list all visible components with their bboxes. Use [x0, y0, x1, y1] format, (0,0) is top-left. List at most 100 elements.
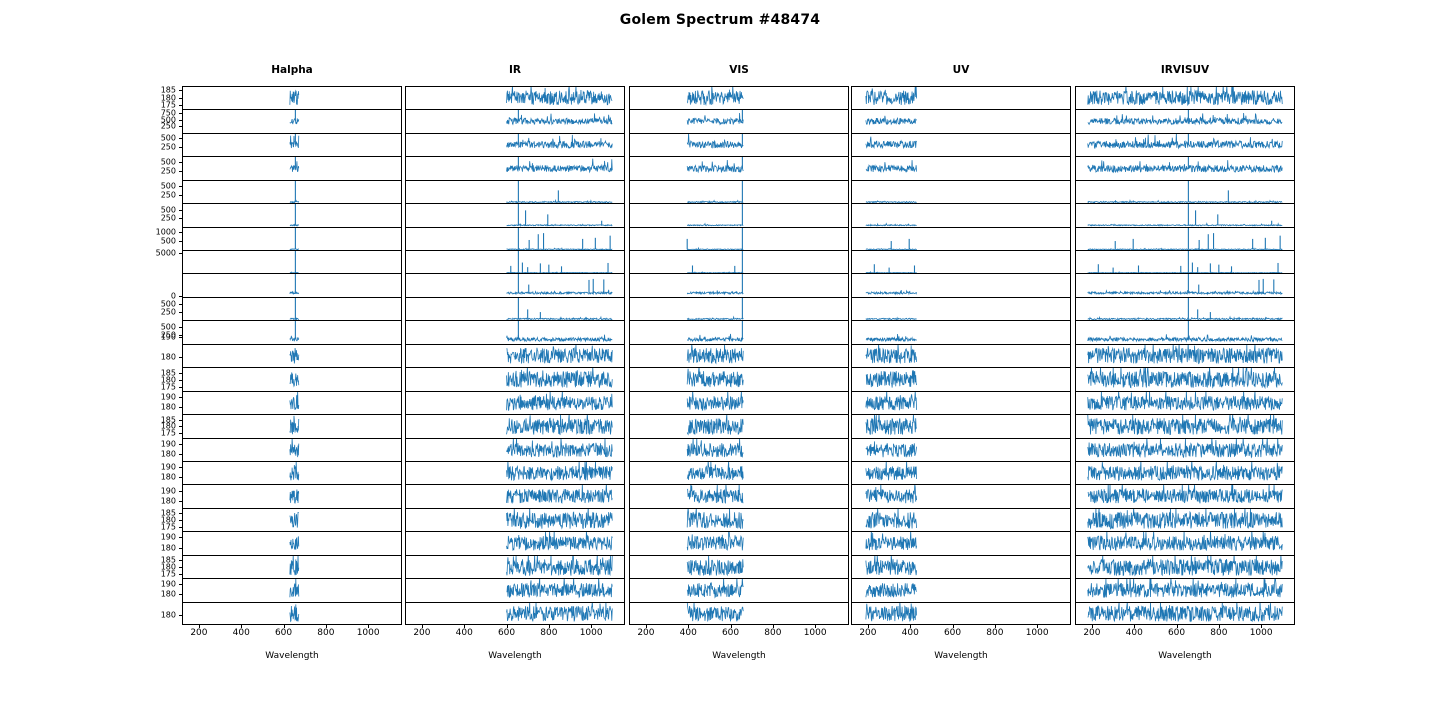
spectrum-cell[interactable]: [629, 460, 849, 484]
spectrum-cell[interactable]: [1075, 297, 1295, 321]
spectrum-cell[interactable]: [629, 601, 849, 625]
spectrum-cell[interactable]: [182, 133, 402, 156]
spectrum-cell[interactable]: [629, 180, 849, 204]
spectrum-cell[interactable]: [182, 250, 402, 274]
spectrum-cell[interactable]: [405, 414, 625, 437]
spectrum-cell[interactable]: [851, 320, 1071, 343]
spectrum-cell[interactable]: [851, 507, 1071, 531]
spectrum-cell[interactable]: [182, 414, 402, 437]
spectrum-cell[interactable]: [405, 86, 625, 109]
spectrum-cell[interactable]: [405, 437, 625, 461]
spectrum-cell[interactable]: [405, 203, 625, 227]
spectrum-cell[interactable]: [1075, 507, 1295, 531]
spectrum-cell[interactable]: [1075, 343, 1295, 367]
spectrum-cell[interactable]: [405, 250, 625, 274]
spectrum-cell[interactable]: [629, 554, 849, 578]
spectrum-cell[interactable]: [851, 484, 1071, 507]
spectrum-cell[interactable]: [1075, 601, 1295, 625]
spectrum-cell[interactable]: [851, 601, 1071, 625]
spectrum-cell[interactable]: [405, 343, 625, 367]
spectrum-cell[interactable]: [851, 227, 1071, 251]
spectrum-cell[interactable]: [851, 367, 1071, 390]
spectrum-cell[interactable]: [629, 109, 849, 132]
spectrum-cell[interactable]: [1075, 320, 1295, 344]
spectrum-cell[interactable]: [405, 109, 625, 132]
spectrum-cell[interactable]: [1075, 437, 1295, 461]
spectrum-cell[interactable]: [405, 390, 625, 414]
spectrum-cell[interactable]: [629, 437, 849, 461]
spectrum-cell[interactable]: [182, 390, 402, 414]
spectrum-cell[interactable]: [1075, 133, 1295, 156]
spectrum-cell[interactable]: [629, 226, 849, 251]
spectrum-cell[interactable]: [851, 343, 1071, 367]
spectrum-cell[interactable]: [182, 180, 402, 204]
spectrum-cell[interactable]: [1075, 460, 1295, 484]
spectrum-cell[interactable]: [182, 578, 402, 601]
spectrum-cell[interactable]: [1075, 226, 1295, 251]
spectrum-cell[interactable]: [629, 156, 849, 179]
spectrum-cell[interactable]: [851, 531, 1071, 554]
spectrum-cell[interactable]: [629, 203, 849, 227]
spectrum-cell[interactable]: [1075, 390, 1295, 414]
spectrum-cell[interactable]: [405, 531, 625, 554]
spectrum-cell[interactable]: [851, 250, 1071, 274]
spectrum-cell[interactable]: [851, 156, 1071, 179]
spectrum-cell[interactable]: [405, 578, 625, 601]
spectrum-cell[interactable]: [629, 86, 849, 109]
spectrum-cell[interactable]: [1075, 414, 1295, 437]
spectrum-cell[interactable]: [405, 180, 625, 204]
spectrum-cell[interactable]: [851, 297, 1071, 321]
spectrum-cell[interactable]: [851, 390, 1071, 414]
spectrum-cell[interactable]: [1075, 180, 1295, 204]
spectrum-cell[interactable]: [851, 578, 1071, 601]
spectrum-cell[interactable]: [1075, 203, 1295, 227]
spectrum-cell[interactable]: [851, 460, 1071, 484]
spectrum-cell[interactable]: [405, 507, 625, 531]
spectrum-cell[interactable]: [629, 297, 849, 321]
spectrum-cell[interactable]: [629, 132, 849, 156]
spectrum-cell[interactable]: [851, 109, 1071, 132]
spectrum-cell[interactable]: [405, 297, 625, 321]
spectrum-cell[interactable]: [1075, 109, 1295, 132]
spectrum-cell[interactable]: [405, 320, 625, 343]
spectrum-cell[interactable]: [629, 320, 849, 343]
spectrum-cell[interactable]: [851, 273, 1071, 296]
spectrum-cell[interactable]: [1075, 484, 1295, 507]
spectrum-cell[interactable]: [182, 156, 402, 179]
spectrum-cell[interactable]: [182, 297, 402, 321]
spectrum-cell[interactable]: [182, 437, 402, 461]
spectrum-cell[interactable]: [851, 86, 1071, 109]
spectrum-cell[interactable]: [1075, 367, 1295, 390]
spectrum-cell[interactable]: [1075, 531, 1295, 554]
spectrum-cell[interactable]: [629, 367, 849, 390]
spectrum-cell[interactable]: [1075, 86, 1295, 109]
spectrum-cell[interactable]: [405, 226, 625, 251]
spectrum-cell[interactable]: [182, 508, 402, 531]
spectrum-cell[interactable]: [405, 484, 625, 507]
spectrum-cell[interactable]: [405, 133, 625, 156]
spectrum-cell[interactable]: [1075, 273, 1295, 296]
spectrum-cell[interactable]: [851, 180, 1071, 204]
spectrum-cell[interactable]: [405, 460, 625, 484]
spectrum-cell[interactable]: [851, 438, 1071, 461]
spectrum-cell[interactable]: [629, 507, 849, 531]
spectrum-cell[interactable]: [629, 414, 849, 437]
spectrum-cell[interactable]: [405, 601, 625, 625]
spectrum-cell[interactable]: [182, 602, 402, 625]
spectrum-cell[interactable]: [629, 390, 849, 414]
spectrum-cell[interactable]: [851, 133, 1071, 156]
spectrum-cell[interactable]: [182, 484, 402, 507]
spectrum-cell[interactable]: [851, 554, 1071, 578]
spectrum-cell[interactable]: [1075, 250, 1295, 274]
spectrum-cell[interactable]: [182, 226, 402, 250]
spectrum-cell[interactable]: [629, 273, 849, 296]
spectrum-cell[interactable]: [182, 367, 402, 390]
spectrum-cell[interactable]: [182, 531, 402, 554]
spectrum-cell[interactable]: [405, 273, 625, 296]
spectrum-cell[interactable]: [182, 109, 402, 132]
spectrum-cell[interactable]: [182, 203, 402, 227]
spectrum-cell[interactable]: [182, 86, 402, 109]
spectrum-cell[interactable]: [182, 273, 402, 296]
spectrum-cell[interactable]: [629, 531, 849, 554]
spectrum-cell[interactable]: [182, 460, 402, 484]
